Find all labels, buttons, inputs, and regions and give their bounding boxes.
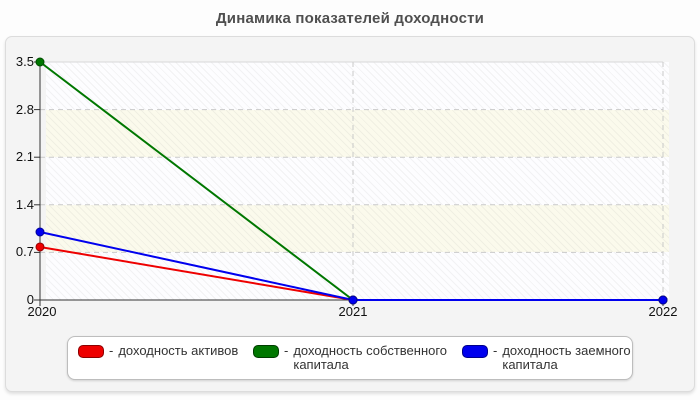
- y-tick-label: 0.7: [15, 244, 34, 260]
- x-tick-label: 2020: [27, 304, 57, 319]
- y-tick-label: 2.8: [15, 101, 34, 117]
- legend-dash: -: [109, 343, 114, 358]
- legend-label: доходность активов: [118, 343, 239, 358]
- series-line: [39, 231, 663, 301]
- data-point: [35, 242, 45, 252]
- plot-band: [46, 62, 669, 110]
- legend-item-equity: - доходность собственного капитала: [253, 344, 455, 372]
- legend-dash: -: [493, 343, 498, 358]
- plot-band: [46, 204, 669, 253]
- plot-band: [46, 157, 669, 205]
- data-point: [348, 295, 358, 305]
- y-tick-label: 1.4: [15, 196, 34, 212]
- legend-label: доходность заемного капитала: [502, 343, 631, 372]
- chart-card: [5, 36, 695, 392]
- legend-swatch-blue: [462, 345, 488, 358]
- y-tick-label: 0: [26, 292, 34, 307]
- chart-title: Динамика показателей доходности: [215, 10, 485, 27]
- series-line: [39, 61, 663, 301]
- legend-dash: -: [284, 343, 289, 358]
- legend-item-debt: - доходность заемного капитала: [462, 344, 632, 372]
- x-tick-label: 2021: [338, 304, 368, 319]
- legend-label: доходность собственного капитала: [293, 343, 448, 372]
- legend: - доходность активов - доходность собств…: [67, 336, 633, 380]
- data-point: [35, 227, 45, 237]
- plot-band: [46, 109, 669, 158]
- legend-item-assets: - доходность активов: [78, 344, 238, 358]
- data-point: [35, 57, 45, 67]
- y-tick-label: 2.1: [15, 149, 34, 165]
- legend-swatch-green: [253, 345, 279, 358]
- plot-band: [46, 252, 669, 300]
- series-line: [39, 245, 663, 301]
- legend-swatch-red: [78, 345, 104, 358]
- data-point: [658, 295, 668, 305]
- y-tick-label: 3.5: [15, 54, 34, 69]
- x-tick-label: 2022: [648, 304, 678, 319]
